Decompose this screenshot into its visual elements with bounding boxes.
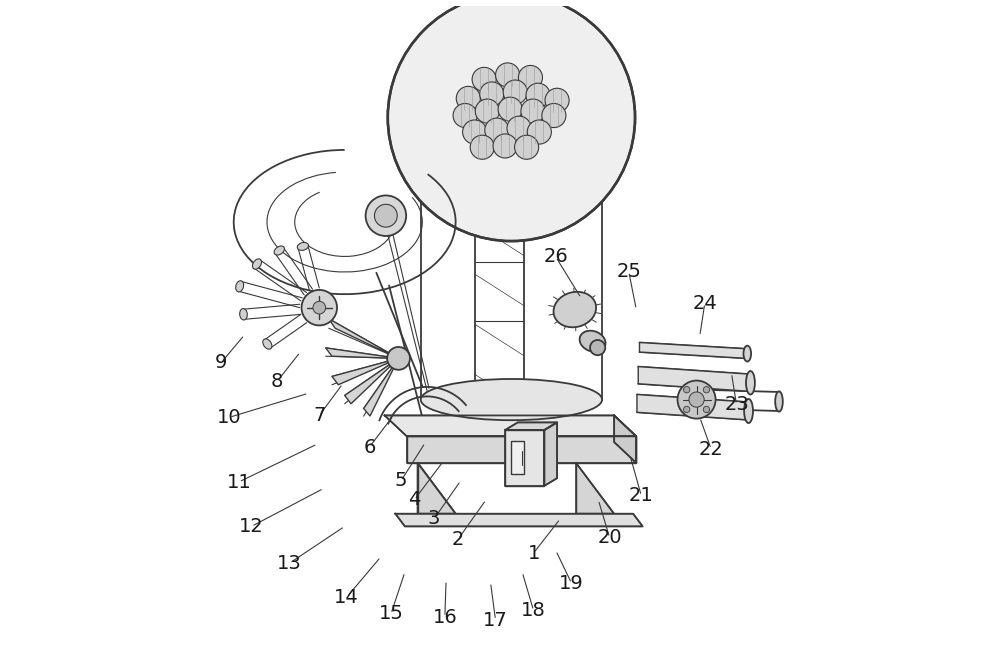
Text: 19: 19 (559, 574, 584, 593)
Circle shape (703, 386, 710, 393)
Circle shape (518, 65, 542, 89)
Polygon shape (329, 319, 399, 358)
Text: 14: 14 (334, 588, 359, 607)
Polygon shape (511, 441, 524, 474)
Text: 23: 23 (724, 395, 749, 414)
Circle shape (475, 99, 499, 123)
Ellipse shape (775, 391, 783, 411)
Ellipse shape (743, 345, 751, 362)
Ellipse shape (274, 246, 284, 255)
Ellipse shape (744, 399, 753, 423)
Circle shape (542, 104, 566, 127)
Text: 7: 7 (313, 406, 325, 425)
Polygon shape (407, 436, 636, 463)
Text: 16: 16 (432, 608, 457, 626)
Text: 1: 1 (527, 543, 540, 562)
Circle shape (472, 67, 496, 91)
Text: 10: 10 (217, 408, 242, 427)
Text: 11: 11 (226, 472, 251, 492)
Polygon shape (576, 463, 614, 514)
Circle shape (684, 386, 690, 393)
Polygon shape (332, 358, 399, 385)
Ellipse shape (421, 379, 602, 420)
Text: 12: 12 (239, 517, 264, 536)
Ellipse shape (263, 339, 272, 349)
Circle shape (463, 120, 487, 144)
Ellipse shape (580, 331, 606, 352)
Circle shape (521, 99, 545, 123)
Circle shape (313, 302, 326, 314)
Circle shape (498, 97, 522, 121)
Text: 17: 17 (483, 611, 508, 630)
Ellipse shape (240, 309, 247, 320)
Ellipse shape (554, 292, 596, 327)
Circle shape (493, 134, 517, 158)
Text: 2: 2 (452, 530, 464, 549)
Circle shape (515, 135, 539, 159)
Text: 26: 26 (543, 247, 568, 267)
Text: 3: 3 (428, 509, 440, 529)
Text: 24: 24 (692, 294, 717, 313)
Text: 20: 20 (597, 529, 622, 547)
Polygon shape (639, 342, 747, 358)
Circle shape (507, 116, 531, 140)
Circle shape (689, 392, 704, 407)
Circle shape (527, 120, 551, 144)
Polygon shape (614, 415, 636, 463)
Circle shape (545, 88, 569, 113)
Circle shape (387, 347, 410, 370)
Polygon shape (395, 514, 643, 527)
Polygon shape (385, 415, 636, 436)
Circle shape (703, 406, 710, 413)
Text: 13: 13 (277, 554, 302, 573)
Circle shape (453, 104, 477, 127)
Ellipse shape (746, 371, 755, 395)
Circle shape (480, 82, 504, 106)
Circle shape (526, 83, 550, 107)
Circle shape (366, 195, 406, 236)
Ellipse shape (252, 259, 261, 269)
Polygon shape (345, 358, 399, 404)
Circle shape (374, 204, 397, 227)
Circle shape (684, 406, 690, 413)
Ellipse shape (297, 243, 308, 250)
Polygon shape (418, 463, 456, 514)
Text: 8: 8 (271, 372, 283, 391)
Text: 15: 15 (379, 604, 403, 624)
Text: 21: 21 (629, 487, 654, 505)
Circle shape (496, 63, 520, 87)
Circle shape (470, 135, 494, 159)
Text: 9: 9 (215, 353, 227, 372)
Text: 25: 25 (616, 262, 641, 281)
Circle shape (388, 0, 635, 241)
Circle shape (503, 80, 527, 104)
Text: 4: 4 (408, 490, 421, 509)
Ellipse shape (236, 281, 244, 292)
Circle shape (302, 290, 337, 325)
Text: 6: 6 (363, 437, 376, 457)
Circle shape (485, 118, 509, 142)
Polygon shape (637, 395, 749, 420)
Polygon shape (505, 422, 557, 430)
Circle shape (678, 380, 716, 419)
Text: 18: 18 (521, 601, 546, 620)
Polygon shape (544, 422, 557, 486)
Polygon shape (364, 358, 399, 416)
Polygon shape (505, 430, 544, 486)
Circle shape (456, 86, 480, 111)
Polygon shape (326, 348, 399, 358)
Text: 5: 5 (395, 471, 407, 490)
Circle shape (590, 340, 605, 355)
Polygon shape (638, 367, 750, 391)
Text: 22: 22 (699, 439, 724, 459)
